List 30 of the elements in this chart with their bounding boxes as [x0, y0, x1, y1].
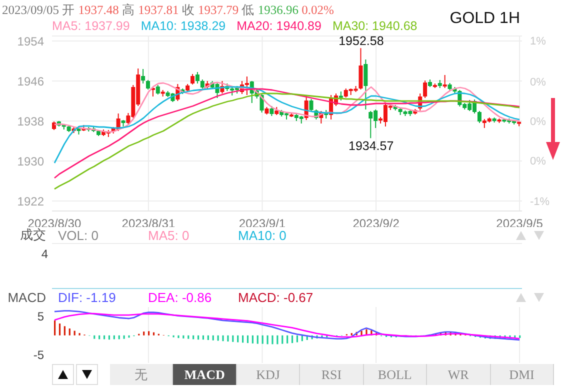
text: MA10: 0 — [238, 228, 288, 242]
chart-title: GOLD 1H — [450, 10, 520, 28]
y-tick-label: 1938 — [17, 114, 44, 128]
y-tick-label: 5 — [37, 309, 44, 324]
text: MA20: 1940.89 — [236, 18, 322, 32]
text: 4 — [40, 247, 48, 261]
annotation: 1952.58 — [338, 34, 384, 48]
text: MACD — [173, 364, 237, 385]
y-tick-label: 1954 — [17, 34, 44, 48]
series-label: DIF: -1.19 — [58, 290, 117, 304]
y-tick-label: 1946 — [17, 74, 44, 88]
text: VOL: 0 — [58, 228, 98, 242]
text: DMI — [490, 364, 554, 385]
text: WR — [427, 364, 491, 385]
text: RSI — [300, 364, 364, 385]
text: MA5: 0 — [148, 228, 190, 242]
text: 无 — [110, 364, 174, 385]
text: BOLL — [364, 364, 428, 385]
text: MACD: -0.67 — [238, 290, 314, 304]
text: MA10: 1938.29 — [140, 18, 226, 32]
series-label: DEA: -0.86 — [148, 290, 213, 304]
y-tick-label: 1930 — [17, 154, 44, 168]
text: MA5: 1937.99 — [52, 18, 130, 32]
annotation: 1934.57 — [348, 139, 394, 154]
text: KDJ — [236, 364, 300, 385]
y-tick-label: 1922 — [17, 194, 44, 208]
text: MA30: 1940.68 — [332, 18, 418, 32]
y-tick-label: -5 — [33, 348, 44, 362]
text: 2023/09/05 开 1937.48 高 1937.81 收 1937.79 低 1936.96 0.02% — [2, 3, 334, 17]
chart-title: MACD — [6, 290, 46, 304]
